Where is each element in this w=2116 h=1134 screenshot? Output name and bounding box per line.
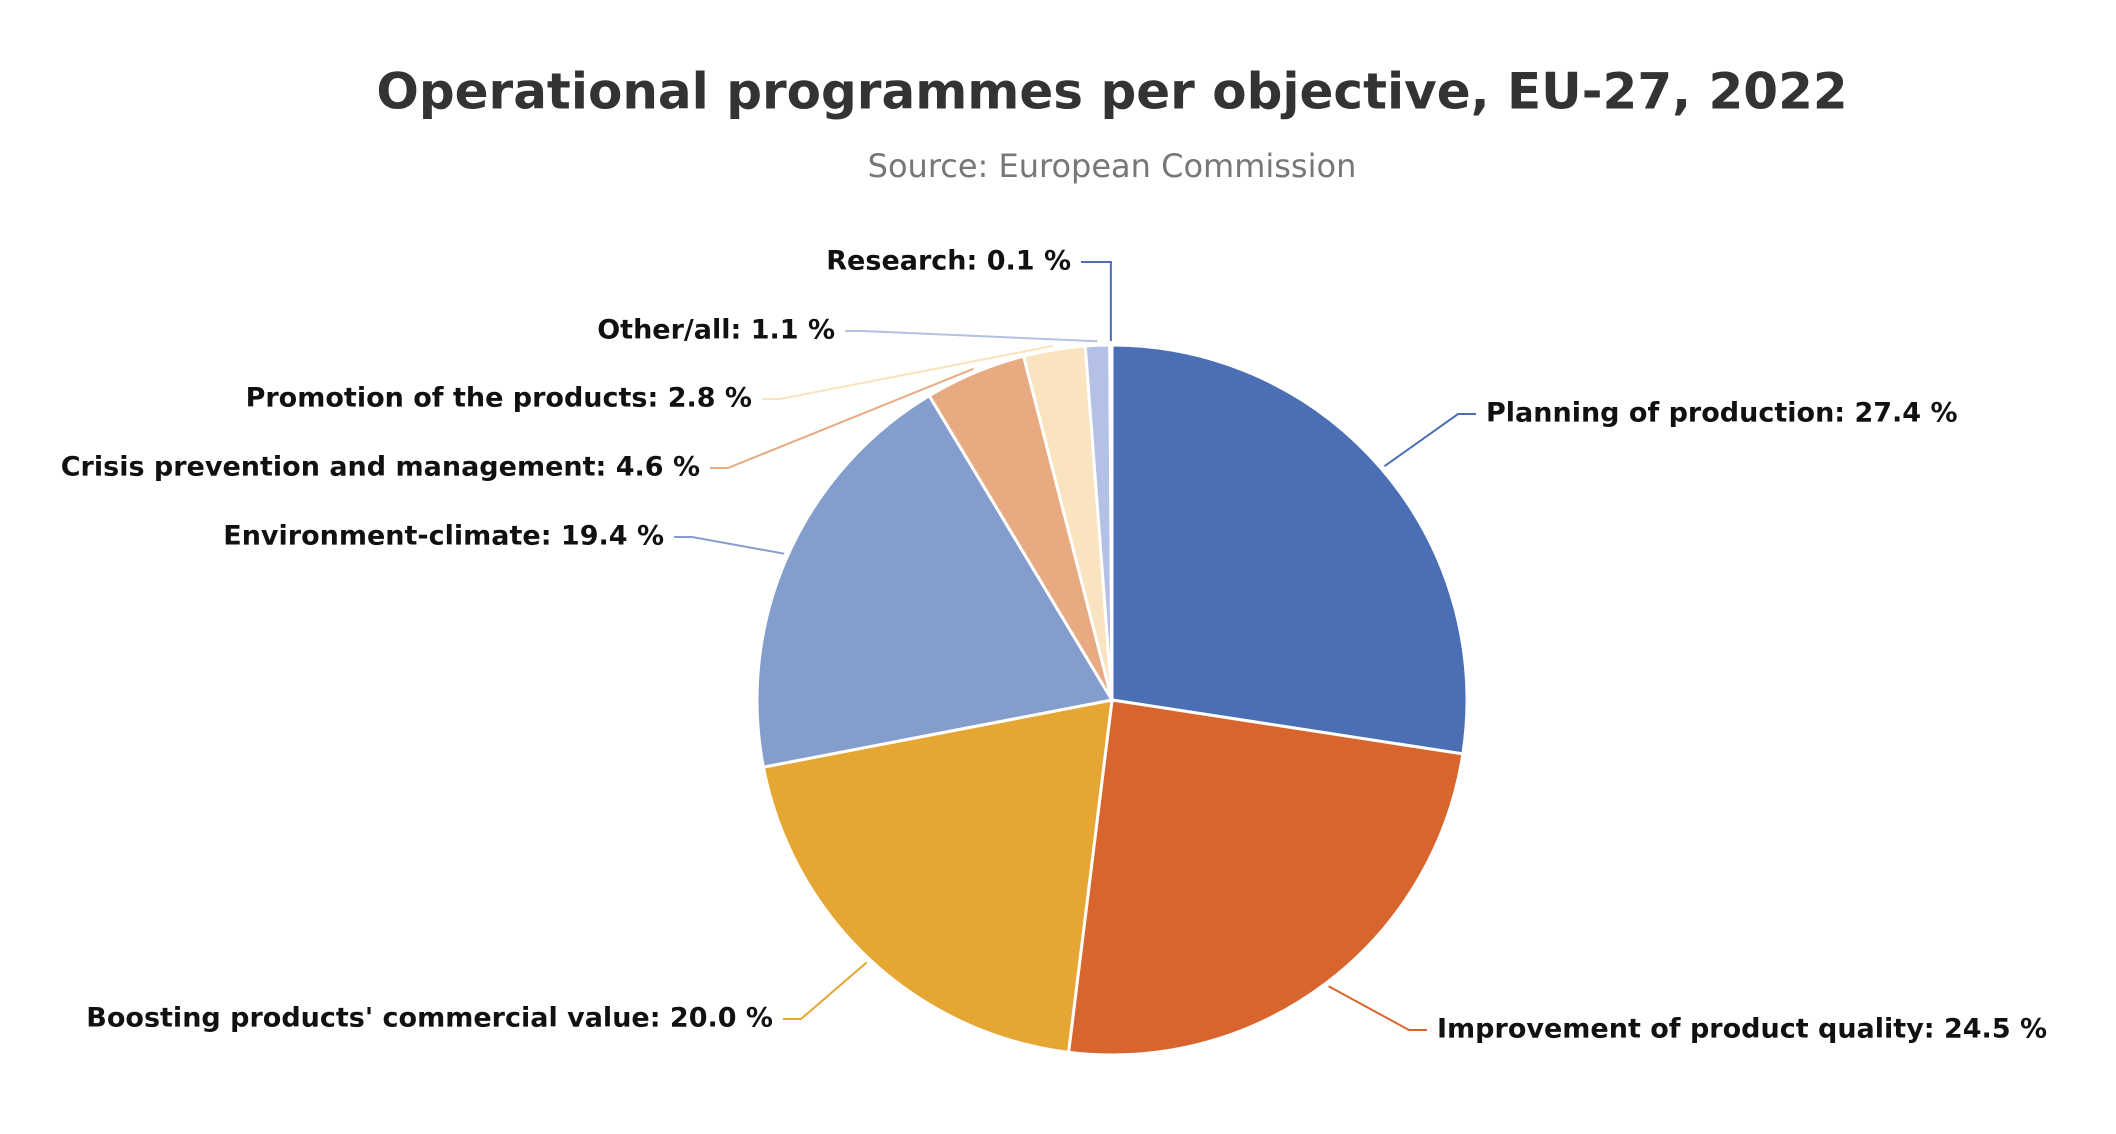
pie-slice <box>1108 343 1114 701</box>
leader-line <box>762 344 1054 400</box>
data-label: Improvement of product quality: 24.5 % <box>1437 1014 2047 1045</box>
data-label: Planning of production: 27.4 % <box>1486 398 1958 429</box>
data-label: Crisis prevention and management: 4.6 % <box>61 452 700 483</box>
leader-line <box>1328 985 1427 1031</box>
pie-slice <box>761 698 1114 1055</box>
leader-line <box>1383 413 1476 468</box>
leader-line <box>783 961 868 1020</box>
data-label: Other/all: 1.1 % <box>597 315 835 346</box>
data-label: Boosting products' commercial value: 20.… <box>86 1003 773 1034</box>
data-label: Promotion of the products: 2.8 % <box>246 383 752 414</box>
pie-slice <box>755 393 1115 769</box>
data-label: Research: 0.1 % <box>826 246 1071 277</box>
leader-line <box>710 367 974 469</box>
leader-line <box>674 536 785 555</box>
chart-title: Operational programmes per objective, EU… <box>376 63 1847 121</box>
pie-slice <box>1110 343 1469 756</box>
pie-slice <box>1066 698 1465 1057</box>
leader-line <box>845 330 1098 343</box>
leader-line <box>1081 261 1112 342</box>
data-label: Environment-climate: 19.4 % <box>223 521 664 552</box>
chart-subtitle: Source: European Commission <box>868 147 1357 185</box>
